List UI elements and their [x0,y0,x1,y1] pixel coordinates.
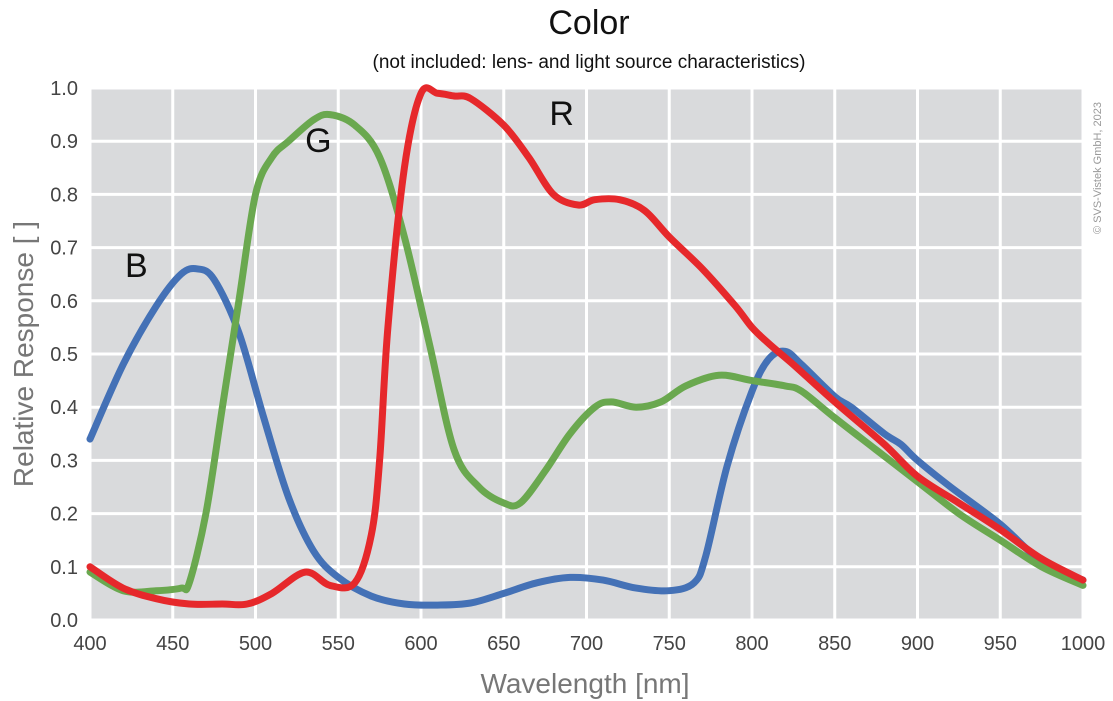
x-axis-label: Wavelength [nm] [480,668,689,699]
y-axis-ticks: 0.0 0.1 0.2 0.3 0.4 0.5 0.6 0.7 0.8 0.9 1.0 [50,78,78,632]
series-line-g [86,110,1087,596]
x-tick-label: 650 [487,633,520,655]
x-tick-label: 600 [404,633,437,655]
series-lines [86,84,1087,609]
series-labels: B G R [125,95,574,285]
y-tick-label: 0.2 [50,504,78,526]
x-tick-label: 450 [156,633,189,655]
y-tick-label: 0.5 [50,344,78,366]
x-tick-label: 900 [901,633,934,655]
y-tick-label: 0.7 [50,238,78,260]
series-label-b: B [125,247,148,285]
copyright-notice: © SVS-Vistek GmbH, 2023 [1092,102,1104,234]
y-tick-label: 0.1 [50,557,78,579]
x-tick-label: 1000 [1061,633,1106,655]
x-tick-label: 700 [570,633,603,655]
series-label-g: G [305,122,331,160]
grid-lines [88,86,1085,622]
y-tick-label: 0.3 [50,450,78,472]
y-tick-label: 0.9 [50,131,78,153]
x-tick-label: 550 [322,633,355,655]
x-tick-label: 500 [239,633,272,655]
series-label-r: R [549,95,574,133]
x-tick-label: 950 [984,633,1017,655]
y-axis-label: Relative Response [ ] [8,221,39,487]
x-tick-label: 750 [653,633,686,655]
y-tick-label: 0.6 [50,291,78,313]
x-tick-label: 400 [73,633,106,655]
series-line-r [86,84,1087,609]
y-tick-label: 1.0 [50,78,78,100]
chart-subtitle: (not included: lens- and light source ch… [373,52,806,73]
y-tick-label: 0.4 [50,397,78,419]
x-tick-label: 800 [735,633,768,655]
x-tick-label: 850 [818,633,851,655]
y-tick-label: 0.8 [50,184,78,206]
x-axis-ticks: 400 450 500 550 600 650 700 750 800 850 900 950 1000 [73,633,1105,655]
y-tick-label: 0.0 [50,610,78,632]
chart-title: Color [548,4,629,42]
